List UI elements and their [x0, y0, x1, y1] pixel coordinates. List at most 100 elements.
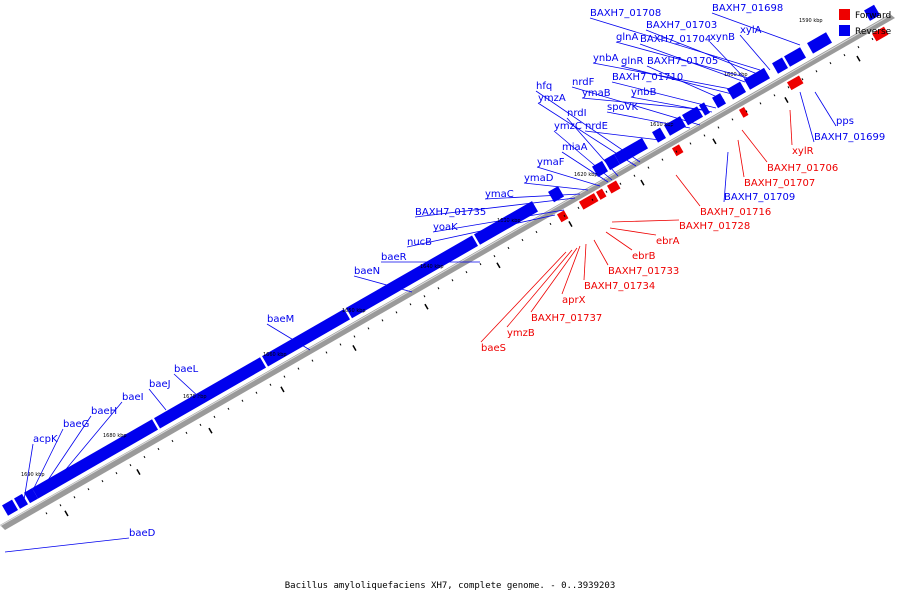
reverse-gene-label: baeD [129, 528, 156, 539]
forward-gene-label: aprX [562, 295, 586, 306]
reverse-gene-label: ynbA [593, 53, 619, 64]
reverse-label-leader [645, 29, 761, 76]
reverse-gene-block [2, 499, 19, 516]
scale-tick [64, 510, 69, 517]
scale-label: 1660 kbp [263, 352, 287, 358]
reverse-gene-label: miaA [562, 142, 588, 153]
map-caption: Bacillus amyloliquefaciens XH7, complete… [285, 581, 616, 591]
scale-dot [871, 37, 874, 41]
reverse-gene-block [604, 153, 621, 171]
reverse-label-leader [148, 388, 167, 411]
legend-reverse-label: Reverse [855, 27, 892, 37]
reverse-label-leader [414, 197, 576, 218]
scale-dot [339, 343, 342, 346]
reverse-gene-block [346, 235, 479, 319]
scale-dot [423, 295, 426, 298]
scale-dot [479, 263, 482, 266]
scale-dot [703, 134, 706, 137]
scale-dot [45, 512, 48, 515]
scale-dot [87, 488, 90, 491]
scale-dot [157, 447, 160, 451]
forward-label-leader [675, 174, 701, 207]
reverse-gene-label: nrdI [567, 108, 587, 119]
reverse-label-leader [611, 81, 717, 109]
scale-label: 1690 kbp [21, 472, 45, 478]
scale-tick [856, 55, 861, 62]
reverse-gene-label: ymaD [524, 173, 554, 184]
scale-dot [717, 126, 720, 129]
scale-dot [801, 78, 804, 81]
scale-label: 1610 kbp [650, 122, 674, 128]
forward-gene-label: BAXH7_01728 [679, 221, 750, 232]
reverse-label-leader [581, 97, 709, 111]
reverse-gene-block [682, 106, 704, 126]
reverse-label-leader [711, 12, 801, 46]
reverse-label-leader [266, 323, 311, 351]
scale-dot [213, 415, 216, 418]
forward-label-leader [609, 227, 657, 236]
scale-dot [353, 335, 356, 338]
forward-gene-label: BAXH7_01737 [531, 313, 602, 324]
reverse-label-leader [646, 65, 725, 101]
scale-dot [633, 174, 636, 177]
scale-dot [773, 94, 776, 97]
forward-gene-block [871, 26, 889, 42]
reverse-gene-label: xynB [710, 32, 735, 43]
reverse-label-leader [571, 86, 701, 126]
scale-dot [325, 351, 328, 354]
scale-dot [395, 311, 398, 314]
reverse-label-leader [739, 34, 771, 71]
scale-dot [409, 303, 412, 306]
reverse-gene-label: BAXH7_01705 [647, 56, 718, 67]
reverse-gene-label: ynbB [631, 87, 657, 98]
reverse-label-leader [29, 428, 64, 497]
reverse-label-leader [23, 443, 34, 501]
reverse-gene-block [772, 57, 789, 74]
forward-gene-label: BAXH7_01706 [767, 163, 838, 174]
scale-dot [465, 271, 468, 274]
forward-label-leader [561, 245, 581, 295]
reverse-gene-block [548, 186, 565, 203]
scale-dot [73, 496, 76, 499]
reverse-gene-label: ymzC [554, 121, 582, 132]
scale-dot [59, 504, 62, 507]
reverse-gene-label: BAXH7_01699 [814, 132, 885, 143]
reverse-gene-label: ymaC [485, 189, 514, 200]
scale-dot [829, 62, 832, 65]
scale-label: 1650 kbp [342, 308, 366, 314]
scale-tick [352, 345, 357, 351]
reverse-gene-label: BAXH7_01704 [640, 34, 711, 45]
scale-dot [143, 455, 146, 459]
reverse-gene-block [262, 309, 351, 367]
forward-label-leader [741, 129, 768, 163]
forward-gene-label: BAXH7_01734 [584, 281, 655, 292]
scale-dot [647, 166, 650, 169]
legend-forward-swatch [839, 9, 850, 20]
scale-dot [843, 54, 846, 57]
reverse-label-leader [709, 41, 753, 87]
reverse-label-leader [536, 166, 601, 187]
scale-tick [280, 386, 285, 393]
reverse-label-leader [589, 17, 761, 71]
forward-label-leader [530, 247, 578, 313]
feature-marks [2, 4, 889, 517]
scale-dot [535, 230, 538, 234]
reverse-gene-label: nucB [407, 237, 432, 248]
reverse-label-leader [561, 151, 609, 183]
reverse-gene-label: nrdF [572, 77, 595, 88]
scale-dot [759, 102, 762, 105]
reverse-label-leader [523, 182, 589, 191]
scale-dot [549, 222, 552, 226]
scale-dot [605, 190, 608, 193]
reverse-label-leader [535, 90, 641, 163]
reverse-label-leader [606, 111, 691, 129]
reverse-gene-label: glnR [621, 56, 643, 67]
forward-gene-label: ymzB [507, 328, 535, 339]
reverse-gene-block [699, 102, 711, 116]
reverse-gene-block [652, 127, 667, 143]
reverse-gene-label: yoaK [433, 222, 458, 233]
scale-dot [745, 110, 748, 113]
reverse-gene-label: ymaB [582, 88, 611, 99]
forward-gene-label: xylR [792, 146, 814, 157]
